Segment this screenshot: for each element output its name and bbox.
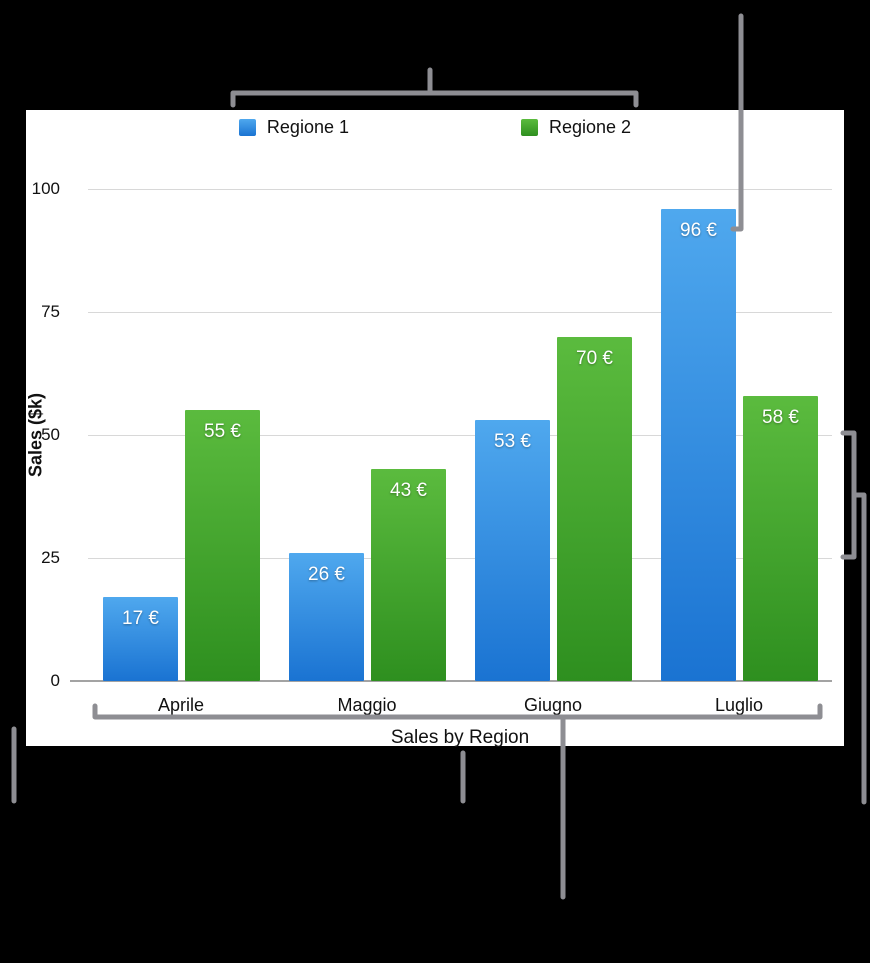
bar-value-label: 26 €	[308, 564, 345, 586]
plot-area: 0 25 50 75 100 17 € 55 € Aprile 26 € 43 € Maggio 53…	[32, 179, 832, 715]
chart-legend: Regione 1 Regione 2	[26, 117, 844, 138]
legend-callout-bracket	[230, 67, 639, 108]
category-label-maggio: Maggio	[337, 695, 397, 715]
bar-aprile-regione-1: 17 €	[103, 597, 178, 681]
y-tick-label-25: 25	[41, 548, 60, 567]
bar-luglio-regione-1: 96 €	[661, 208, 736, 681]
bar-value-label: 58 €	[762, 406, 799, 428]
bar-value-label: 53 €	[494, 431, 531, 453]
gridline-50	[88, 435, 832, 436]
legend-label-regione-2: Regione 2	[549, 117, 632, 137]
y-tick-label-0: 0	[50, 671, 60, 690]
category-label-giugno: Giugno	[523, 695, 583, 715]
chart-panel: Regione 1 Regione 2 Sales ($k) 0 25 50 75 10…	[26, 110, 844, 748]
x-axis-title: Sales by Region	[390, 727, 530, 748]
gridlines-callout-bracket	[840, 430, 867, 805]
legend-item-regione-1: Regione 1	[238, 117, 349, 138]
legend-label-regione-1: Regione 1	[266, 117, 349, 137]
bar-value-label: 55 €	[204, 421, 241, 443]
y-tick-label-100: 100	[31, 179, 60, 198]
y-tick-label-75: 75	[41, 302, 60, 321]
bar-maggio-regione-2: 43 €	[371, 469, 446, 681]
bar-value-label: 70 €	[576, 347, 613, 369]
legend-swatch-regione-2-icon	[521, 119, 538, 136]
bar-maggio-regione-1: 26 €	[289, 553, 364, 681]
x-axis-baseline	[70, 680, 832, 682]
category-label-aprile: Aprile	[157, 695, 205, 715]
bar-value-label: 43 €	[390, 480, 427, 502]
legend-swatch-regione-1-icon	[238, 119, 256, 136]
gridline-75	[88, 312, 832, 313]
legend-item-regione-2: Regione 2	[521, 117, 631, 138]
bar-giugno-regione-1: 53 €	[475, 420, 550, 681]
bar-value-label: 17 €	[122, 608, 159, 630]
y-tick-label-50: 50	[41, 425, 60, 444]
bar-luglio-regione-2: 58 €	[743, 395, 818, 681]
gridline-100	[88, 189, 832, 190]
category-label-luglio: Luglio	[714, 695, 764, 715]
bar-giugno-regione-2: 70 €	[557, 336, 632, 681]
bar-value-label: 96 €	[680, 219, 717, 241]
bar-aprile-regione-2: 55 €	[185, 410, 260, 681]
gridline-25	[88, 558, 832, 559]
